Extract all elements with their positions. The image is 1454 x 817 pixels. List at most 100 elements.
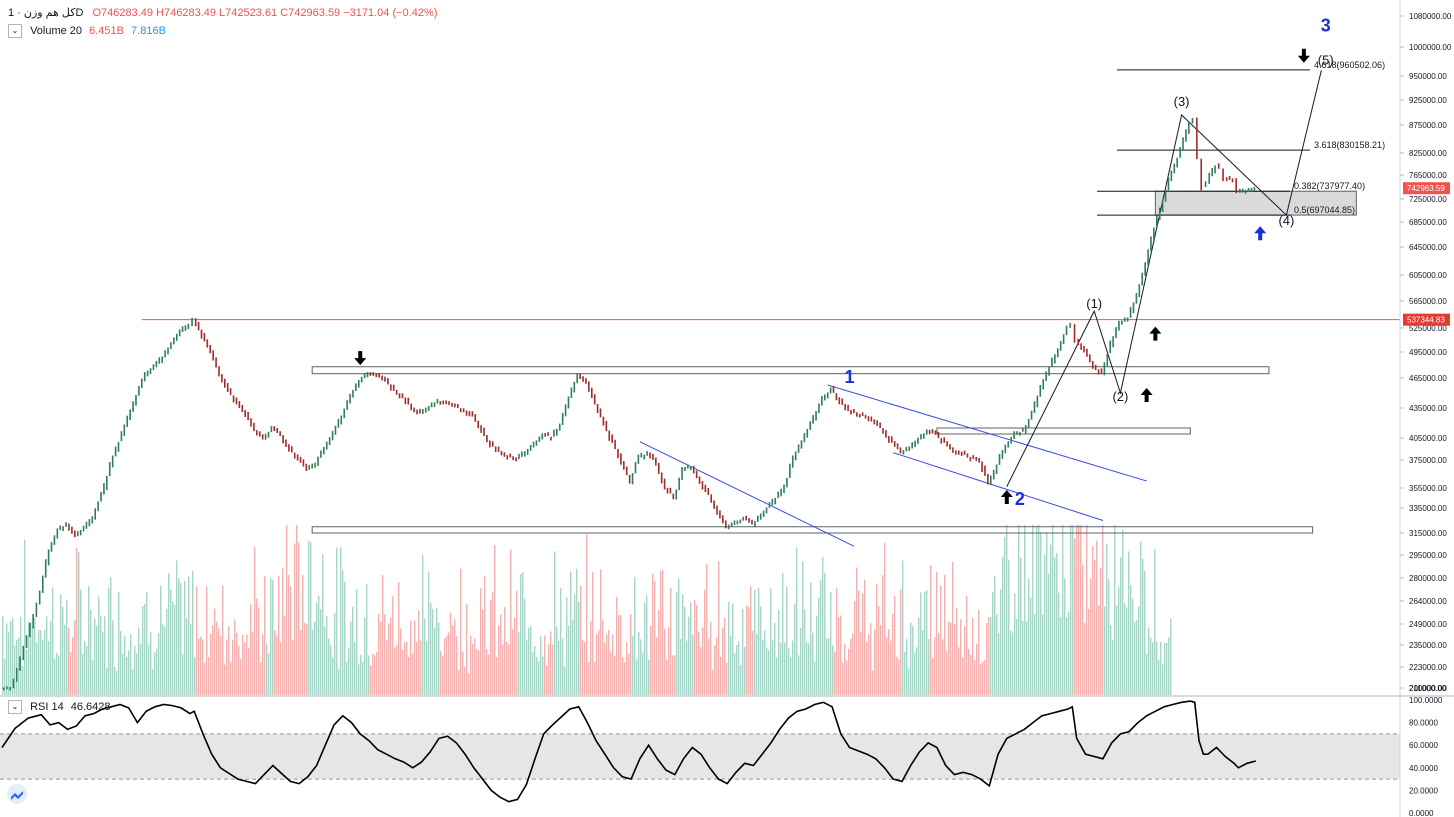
- volume-bar: [810, 582, 812, 695]
- volume-label[interactable]: Volume 20: [30, 24, 83, 37]
- volume-bar: [748, 606, 750, 695]
- volume-bar: [932, 657, 934, 695]
- symbol-name[interactable]: کل هم وزن: [23, 7, 76, 19]
- volume-bar: [1138, 606, 1140, 695]
- volume-bar: [1034, 614, 1036, 695]
- volume-bar: [132, 669, 134, 695]
- collapse-icon[interactable]: ⌄: [8, 24, 22, 38]
- volume-bar: [650, 625, 652, 695]
- volume-bar: [274, 630, 276, 695]
- volume-bar: [1150, 637, 1152, 695]
- volume-bar: [694, 600, 696, 695]
- volume-bar: [528, 627, 530, 695]
- volume-bar: [486, 649, 488, 695]
- volume-bar: [708, 638, 710, 695]
- volume-bar: [1062, 525, 1064, 695]
- volume-bar: [494, 544, 496, 695]
- volume-bar: [672, 655, 674, 695]
- rsi-label[interactable]: RSI 14: [30, 700, 64, 713]
- rsi-axis-tick: 60.0000: [1409, 741, 1438, 750]
- volume-bar: [936, 571, 938, 695]
- volume-bar: [704, 589, 706, 695]
- volume-bar: [536, 657, 538, 695]
- volume-bar: [780, 642, 782, 695]
- volume-bar: [116, 671, 118, 695]
- interval[interactable]: 1D: [8, 7, 84, 19]
- volume-bar: [76, 548, 78, 695]
- volume-bar: [382, 575, 384, 695]
- volume-bar: [640, 639, 642, 695]
- volume-bar: [684, 606, 686, 695]
- volume-bar: [806, 642, 808, 695]
- annotations: 1 2 3 (1) (2) (3) (4) (5): [354, 16, 1334, 509]
- volume-bar: [48, 641, 50, 695]
- volume-bar: [1168, 637, 1170, 695]
- volume-bar: [1112, 640, 1114, 695]
- tradingview-logo-icon[interactable]: [7, 784, 27, 804]
- volume-bar: [1144, 570, 1146, 695]
- volume-bar: [504, 607, 506, 695]
- volume-bar: [984, 660, 986, 695]
- volume-bar: [120, 631, 122, 695]
- price-axis[interactable]: 1080000.00 1000000.00 950000.00 925000.00 87…: [1400, 0, 1454, 817]
- volume-bar: [90, 609, 92, 695]
- volume-bar: [972, 617, 974, 695]
- collapse-icon[interactable]: ⌄: [8, 700, 22, 714]
- volume-bar: [1086, 525, 1088, 695]
- volume-bar: [294, 543, 296, 695]
- volume-bar: [1064, 578, 1066, 695]
- volume-bar: [880, 624, 882, 695]
- volume-bar: [212, 625, 214, 695]
- volume-bar: [1016, 619, 1018, 695]
- volume-bar: [894, 596, 896, 695]
- volume-bar: [4, 659, 6, 695]
- volume-bar: [202, 639, 204, 695]
- arrow-shape: [1297, 48, 1310, 63]
- volume-bar: [928, 638, 930, 695]
- volume-bar: [974, 660, 976, 695]
- volume-bar: [308, 540, 310, 695]
- volume-bar: [872, 670, 874, 695]
- volume-bar: [564, 667, 566, 695]
- volume-bar: [166, 608, 168, 695]
- volume-bar: [216, 621, 218, 695]
- volume-bar: [314, 621, 316, 695]
- volume-bar: [668, 627, 670, 695]
- volume-bar: [990, 617, 992, 695]
- volume-bar: [100, 616, 102, 695]
- volume-bar: [622, 657, 624, 695]
- wave-label: 2: [1015, 489, 1025, 509]
- volume-bar: [902, 560, 904, 695]
- volume-bar: [30, 622, 32, 695]
- volume-bar: [584, 641, 586, 695]
- volume-bar: [606, 634, 608, 695]
- volume-bar: [924, 591, 926, 695]
- volume-bar: [812, 632, 814, 695]
- volume-bar: [266, 644, 268, 695]
- volume-bar: [802, 561, 804, 695]
- volume-bar: [454, 619, 456, 695]
- volume-bar: [174, 604, 176, 695]
- volume-bar: [886, 637, 888, 695]
- price-axis-tick: 264000.00: [1409, 597, 1447, 606]
- volume-bar: [334, 612, 336, 695]
- arrow-shape: [1000, 490, 1013, 504]
- volume-bar: [456, 636, 458, 695]
- volume-bar: [246, 634, 248, 695]
- volume-bar: [232, 640, 234, 695]
- arrow-down-icon: [354, 351, 367, 366]
- volume-bar: [562, 638, 564, 695]
- volume-bar: [892, 613, 894, 695]
- volume-bar: [820, 580, 822, 695]
- fib-level-label: 4.618(960502.06): [1314, 60, 1385, 70]
- price-axis-tick: 355000.00: [1409, 484, 1447, 493]
- volume-bar: [946, 651, 948, 695]
- volume-bar: [384, 614, 386, 695]
- trend-line: [893, 452, 1104, 521]
- volume-bar: [210, 633, 212, 695]
- volume-bar: [218, 628, 220, 695]
- volume-bar: [26, 649, 28, 695]
- volume-bar: [1070, 525, 1072, 695]
- ohlc-values: O746283.49 H746283.49 L742523.61 C742963…: [92, 7, 438, 19]
